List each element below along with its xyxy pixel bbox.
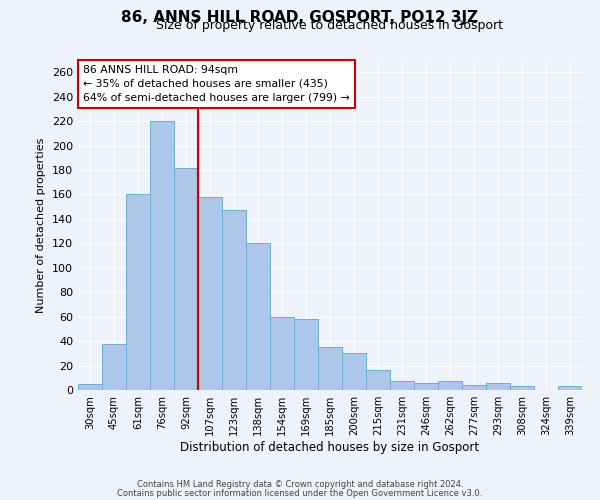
X-axis label: Distribution of detached houses by size in Gosport: Distribution of detached houses by size …: [181, 441, 479, 454]
Bar: [222, 210, 246, 390]
Y-axis label: Number of detached properties: Number of detached properties: [37, 138, 46, 312]
Bar: [510, 386, 534, 390]
Bar: [294, 319, 318, 390]
Text: Contains public sector information licensed under the Open Government Licence v3: Contains public sector information licen…: [118, 490, 482, 498]
Bar: [342, 354, 366, 390]
Bar: [270, 316, 294, 390]
Bar: [486, 382, 510, 390]
Bar: [126, 194, 150, 390]
Bar: [414, 382, 438, 390]
Bar: [198, 197, 222, 390]
Text: 86, ANNS HILL ROAD, GOSPORT, PO12 3JZ: 86, ANNS HILL ROAD, GOSPORT, PO12 3JZ: [121, 10, 479, 25]
Bar: [318, 347, 342, 390]
Bar: [390, 382, 414, 390]
Bar: [150, 121, 174, 390]
Bar: [558, 386, 582, 390]
Bar: [462, 385, 486, 390]
Text: 86 ANNS HILL ROAD: 94sqm
← 35% of detached houses are smaller (435)
64% of semi-: 86 ANNS HILL ROAD: 94sqm ← 35% of detach…: [83, 65, 350, 103]
Bar: [366, 370, 390, 390]
Bar: [246, 244, 270, 390]
Bar: [174, 168, 198, 390]
Bar: [78, 384, 102, 390]
Bar: [438, 382, 462, 390]
Title: Size of property relative to detached houses in Gosport: Size of property relative to detached ho…: [157, 20, 503, 32]
Text: Contains HM Land Registry data © Crown copyright and database right 2024.: Contains HM Land Registry data © Crown c…: [137, 480, 463, 489]
Bar: [102, 344, 126, 390]
